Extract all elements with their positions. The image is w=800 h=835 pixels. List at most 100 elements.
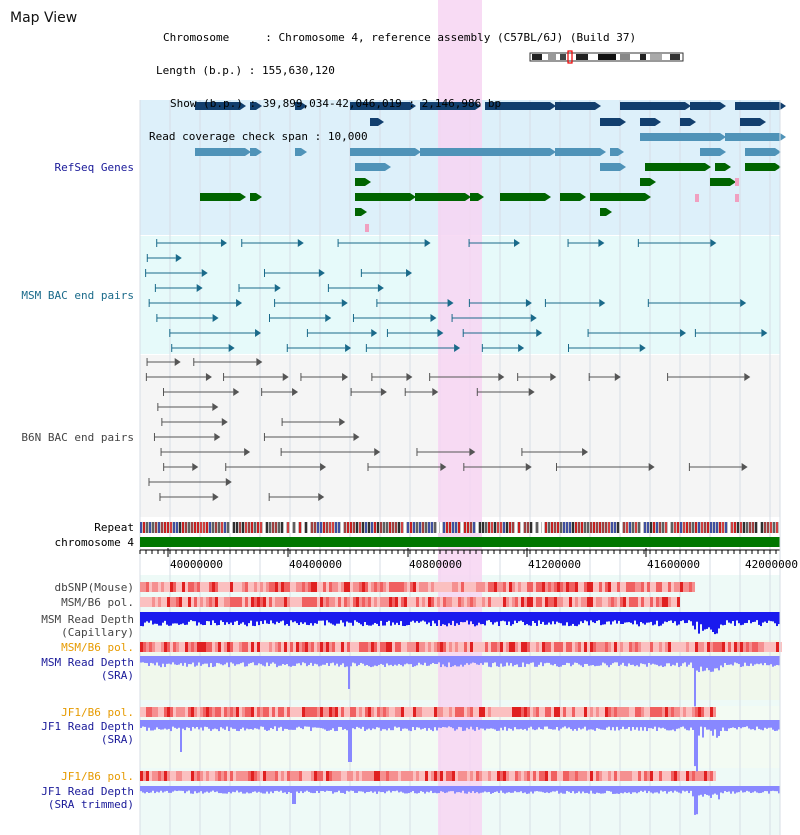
jf1-b6-pol-trim-strip [560,771,563,781]
msm-depth-sra-bar [648,656,650,663]
dbsnp-strip [626,582,629,592]
jf1-depth-bar [500,720,502,728]
msm-depth-sra-bar [742,656,744,667]
msm-b6-pol-strip [164,597,167,607]
jf1-depth-trim-bar [458,786,460,793]
msm-depth-sra-bar [364,656,366,666]
jf1-b6-pol-trim-strip [686,771,689,781]
jf1-depth-bar [176,720,178,729]
msm-depth-sra-bar [384,656,386,667]
jf1-b6-pol-trim-strip [296,771,299,781]
jf1-b6-pol-strip [344,707,347,717]
msm-depth-capillary-bar [258,612,260,626]
jf1-depth-bar [540,720,542,729]
msm-depth-capillary-bar [172,612,174,624]
msm-depth-capillary-bar [152,612,154,625]
jf1-b6-pol-strip [554,707,557,717]
msm-depth-sra-bar [572,656,574,665]
msm-b6-pol-sra-strip [530,642,533,652]
msm-depth-sra-bar [644,656,646,665]
dbsnp-strip [410,582,413,592]
jf1-depth-trim-bar [218,786,220,794]
msm-depth-sra-bar [220,656,222,665]
msm-depth-sra-bar [746,656,748,666]
msm-depth-sra-bar [248,656,250,664]
jf1-b6-pol-strip [596,707,599,717]
repeat-element [656,522,658,533]
msm-depth-capillary-bar [634,612,636,621]
jf1-depth-trim-bar [342,786,344,793]
jf1-depth-trim-bar [480,786,482,793]
repeat-element [449,522,451,533]
jf1-b6-pol-strip [368,707,371,717]
msm-depth-sra-bar [694,656,696,707]
msm-b6-pol-sra-strip [149,642,152,652]
jf1-b6-pol-trim-strip [236,771,239,781]
msm-depth-sra-bar [584,656,586,664]
msm-b6-pol-sra-strip [380,642,383,652]
dbsnp-strip [308,582,311,592]
jf1-b6-pol-strip [548,707,551,717]
jf1-b6-pol-trim-strip [233,771,236,781]
msm-depth-sra-bar [680,656,682,666]
msm-depth-sra-bar [738,656,740,665]
jf1-depth-trim-bar [324,786,326,792]
msm-depth-capillary-bar [304,612,306,623]
msm-b6-pol-sra-strip [458,642,461,652]
msm-depth-capillary-bar [700,612,702,625]
jf1-b6-pol-trim-strip [608,771,611,781]
b6n-bac-pair-end [353,433,360,441]
msm-depth-capillary-bar [554,612,556,625]
msm-b6-pol-sra-strip [254,642,257,652]
msm-b6-pol-sra-strip [761,642,764,652]
msm-depth-capillary-label: MSM Read Depth [41,613,134,626]
repeat-element [524,522,526,533]
msm-b6-pol-sra-strip [551,642,554,652]
msm-depth-sra-bar [592,656,594,666]
jf1-depth-bar [146,720,148,731]
msm-depth-sra-label: MSM Read Depth [41,656,134,669]
jf1-depth-bar [556,720,558,728]
jf1-depth-trim-bar [310,786,312,793]
msm-b6-pol-sra-strip [659,642,662,652]
dbsnp-strip [593,582,596,592]
refseq-gene [600,163,620,171]
msm-bac-pair-end [447,299,454,307]
gene-arrow [618,148,624,156]
msm-b6-pol-sra-strip [584,642,587,652]
jf1-b6-pol-trim-strip [266,771,269,781]
jf1-b6-pol-strip [704,707,707,717]
msm-b6-pol-strip [524,597,527,607]
msm-b6-pol-sra-strip [410,642,413,652]
jf1-depth-trim-bar [368,786,370,792]
msm-depth-sra-bar [646,656,648,667]
msm-depth-sra-bar [416,656,418,666]
repeat-element [425,522,427,533]
repeat-element [230,522,232,533]
jf1-b6-pol-trim-strip [407,771,410,781]
msm-b6-pol-strip [269,597,272,607]
scale-tick-label: 41200000 [528,558,581,571]
msm-depth-capillary-bar [480,612,482,625]
repeat-element [173,522,175,533]
msm-depth-sra-bar [350,656,352,667]
msm-depth-sra-bar [168,656,170,664]
gene-arrow [730,178,736,186]
jf1-depth-trim-bar [490,786,492,794]
jf1-b6-pol-strip [269,707,272,717]
msm-depth-capillary-bar [408,612,410,625]
dbsnp-strip [284,582,287,592]
jf1-b6-pol-trim-strip [506,771,509,781]
repeat-element [530,522,532,533]
msm-b6-pol-sra-strip [776,642,779,652]
jf1-depth-trim-bar [488,786,490,792]
msm-b6-pol-sra-strip [449,642,452,652]
msm-b6-pol-strip [494,597,497,607]
msm-depth-capillary-bar [558,612,560,623]
jf1-b6-pol-strip [599,707,602,717]
jf1-depth-bar [318,720,320,728]
msm-b6-pol-sra-strip [197,642,200,652]
msm-depth-capillary-bar [298,612,300,626]
